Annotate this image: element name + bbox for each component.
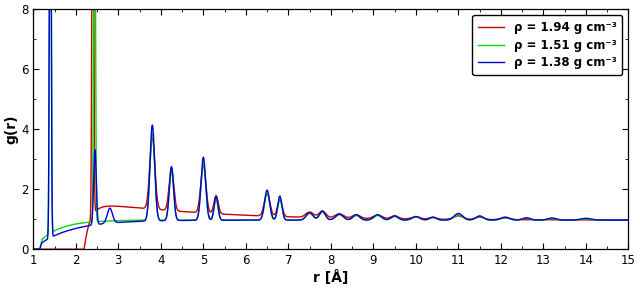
X-axis label: r [Å]: r [Å] (313, 270, 349, 285)
ρ = 1.94 g cm⁻³ (470, 216, 478, 220)
ρ = 1.51 g cm⁻³ (408, 217, 415, 220)
ρ = 1.51 g cm⁻³ (502, 216, 510, 220)
ρ = 1.51 g cm⁻³ (381, 218, 389, 221)
ρ = 1.94 g cm⁻³ (245, 214, 253, 217)
ρ = 1.94 g cm⁻³ (502, 216, 510, 220)
ρ = 1.94 g cm⁻³ (381, 216, 389, 220)
ρ = 1.38 g cm⁻³ (470, 217, 478, 220)
ρ = 1.94 g cm⁻³ (88, 8, 95, 11)
ρ = 1.94 g cm⁻³ (29, 247, 37, 251)
ρ = 1.51 g cm⁻³ (45, 8, 53, 11)
ρ = 1.94 g cm⁻³ (60, 247, 67, 251)
ρ = 1.38 g cm⁻³ (502, 216, 510, 219)
Y-axis label: g(r): g(r) (4, 114, 18, 144)
Line: ρ = 1.38 g cm⁻³: ρ = 1.38 g cm⁻³ (33, 9, 628, 249)
ρ = 1.51 g cm⁻³ (625, 218, 632, 222)
ρ = 1.51 g cm⁻³ (60, 225, 67, 229)
ρ = 1.51 g cm⁻³ (245, 218, 253, 222)
ρ = 1.94 g cm⁻³ (408, 216, 415, 219)
ρ = 1.51 g cm⁻³ (29, 247, 37, 251)
ρ = 1.38 g cm⁻³ (29, 247, 37, 251)
ρ = 1.38 g cm⁻³ (408, 216, 415, 220)
ρ = 1.38 g cm⁻³ (45, 8, 53, 11)
ρ = 1.38 g cm⁻³ (60, 230, 67, 234)
ρ = 1.94 g cm⁻³ (625, 218, 632, 222)
ρ = 1.38 g cm⁻³ (245, 218, 253, 222)
Legend: ρ = 1.94 g cm⁻³, ρ = 1.51 g cm⁻³, ρ = 1.38 g cm⁻³: ρ = 1.94 g cm⁻³, ρ = 1.51 g cm⁻³, ρ = 1.… (472, 15, 623, 75)
Line: ρ = 1.94 g cm⁻³: ρ = 1.94 g cm⁻³ (33, 9, 628, 249)
Line: ρ = 1.51 g cm⁻³: ρ = 1.51 g cm⁻³ (33, 9, 628, 249)
ρ = 1.38 g cm⁻³ (381, 218, 389, 221)
ρ = 1.38 g cm⁻³ (625, 218, 632, 222)
ρ = 1.51 g cm⁻³ (470, 217, 478, 220)
